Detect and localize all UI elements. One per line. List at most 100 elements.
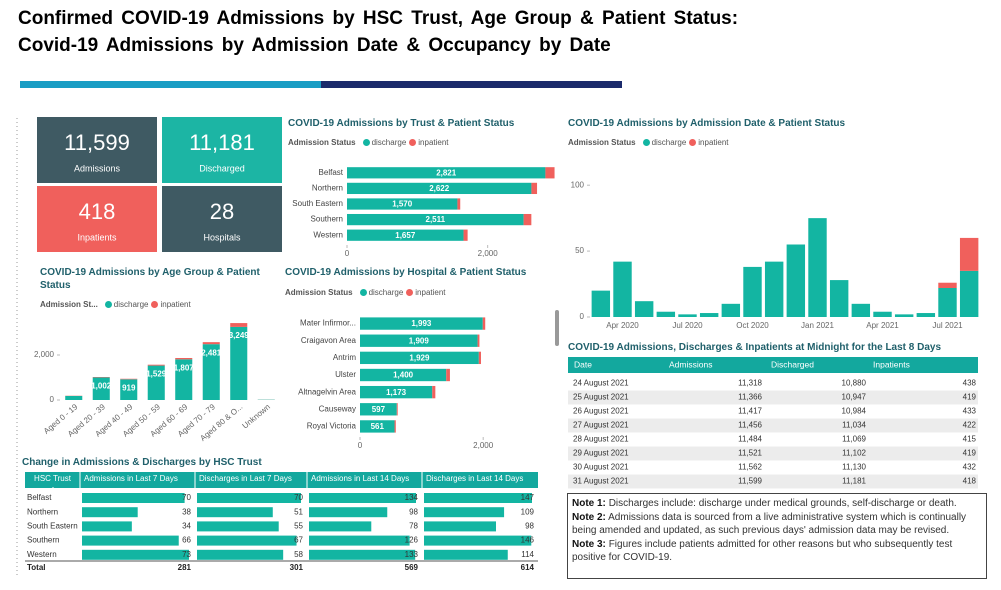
legend-title: Admission Status (288, 138, 356, 147)
table-row (568, 474, 978, 489)
column-header: Discharges in Last 14 Days (426, 474, 523, 483)
legend-swatch (689, 139, 697, 146)
y-tick-label: 0 (580, 312, 585, 321)
bar-segment (873, 311, 892, 317)
cell: 31 August 2021 (573, 477, 629, 486)
data-label: 561 (371, 422, 385, 431)
column-header: Date (574, 359, 592, 369)
data-bar (309, 549, 416, 560)
kpi-label: Inpatients (77, 232, 117, 242)
bar-segment (938, 282, 957, 288)
category-label: Ulster (335, 370, 356, 379)
x-tick-label: Jan 2021 (801, 321, 834, 330)
cell: 126 (405, 536, 419, 545)
data-label: 1,400 (393, 371, 414, 380)
cell: 28 August 2021 (573, 435, 629, 444)
x-tick-label: Apr 2020 (606, 321, 639, 330)
table-header (568, 357, 978, 373)
cell: 73 (182, 550, 191, 559)
cell: 11,366 (738, 393, 762, 402)
data-bar (309, 521, 372, 532)
bar-segment (699, 313, 719, 317)
data-label: 1,570 (392, 200, 413, 209)
legend: Admission Status discharge inpatient (288, 138, 449, 147)
bar-segment (120, 379, 138, 400)
kpi-value: 11,181 (189, 130, 255, 155)
cell: 433 (963, 407, 977, 416)
data-label: 1,909 (409, 336, 430, 345)
cell: 11,181 (842, 477, 866, 486)
bar-segment (347, 167, 546, 179)
bar-segment (829, 280, 849, 317)
data-label: 1,529 (146, 370, 167, 379)
legend-swatch (104, 301, 112, 308)
column-header: Admissions in Last 7 Days (84, 474, 178, 483)
row-label: Northern (27, 507, 58, 516)
data-label: 1,002 (91, 382, 112, 391)
bar-segment (360, 385, 433, 399)
column-header: Discharges in Last 7 Days (199, 474, 292, 483)
note-label: Note 1: (572, 498, 606, 509)
bar-segment (851, 303, 871, 317)
cell: 419 (963, 449, 977, 458)
kpi-value: 11,599 (64, 130, 130, 155)
category-label: Royal Victoria (307, 422, 357, 431)
y-tick-label: 100 (571, 180, 585, 189)
cell: 134 (405, 493, 419, 502)
bar-segment (894, 314, 914, 317)
x-tick-label: 2,000 (473, 441, 494, 450)
notes-box: Note 1: Discharges include: discharge un… (567, 493, 987, 579)
bar-segment (523, 213, 532, 226)
note-text: Admissions data is sourced from a live a… (572, 511, 967, 537)
kpi-label: Hospitals (203, 232, 241, 242)
bar-segment (938, 288, 957, 317)
cell: 11,130 (842, 463, 866, 472)
bar-segment (360, 317, 483, 330)
x-tick-label: 2,000 (478, 249, 499, 258)
category-label: Antrim (333, 353, 356, 362)
cell: 30 August 2021 (573, 463, 629, 472)
table-row (568, 376, 978, 391)
cell: 70 (294, 493, 303, 502)
y-tick-label: 50 (575, 246, 584, 255)
data-bar (424, 535, 532, 546)
bar-segment (808, 218, 827, 317)
data-label: 919 (122, 383, 136, 392)
bar-segment (478, 351, 481, 365)
cell: 70 (182, 493, 191, 502)
category-label: Northern (312, 184, 343, 193)
cell: 29 August 2021 (573, 449, 629, 458)
bar-segment (360, 420, 395, 433)
data-bar (424, 521, 496, 532)
bar-segment (396, 403, 398, 416)
data-bar (309, 535, 410, 546)
data-bar (309, 493, 416, 503)
bar-segment (721, 303, 741, 317)
cell: 10,947 (842, 393, 867, 402)
data-bar (197, 493, 301, 503)
cell: 418 (963, 477, 977, 486)
cell: 55 (294, 522, 303, 531)
bar-segment (457, 198, 461, 210)
kpi-card (162, 186, 282, 252)
kpi-card (37, 117, 157, 183)
legend-label: discharge (371, 138, 407, 147)
bar-segment (347, 213, 524, 226)
bar-segment (147, 364, 165, 366)
legend-label: inpatient (698, 138, 729, 147)
category-label: Southern (311, 215, 343, 224)
chart-title: COVID-19 Admissions by Age Group & Patie… (40, 267, 260, 291)
bar-segment (531, 182, 538, 195)
total-cell: Total (27, 563, 46, 572)
x-tick-label: Jul 2020 (672, 321, 703, 330)
data-bar (82, 549, 189, 560)
x-tick-label: Jul 2021 (932, 321, 963, 330)
data-bar (424, 507, 505, 518)
table-row (568, 446, 978, 461)
page-title: Confirmed COVID-19 Admissions by HSC Tru… (18, 8, 739, 29)
data-label: 1,173 (386, 388, 407, 397)
row-label: Southern (27, 536, 59, 545)
cell: 27 August 2021 (573, 421, 629, 430)
data-label: 1,993 (411, 319, 432, 328)
